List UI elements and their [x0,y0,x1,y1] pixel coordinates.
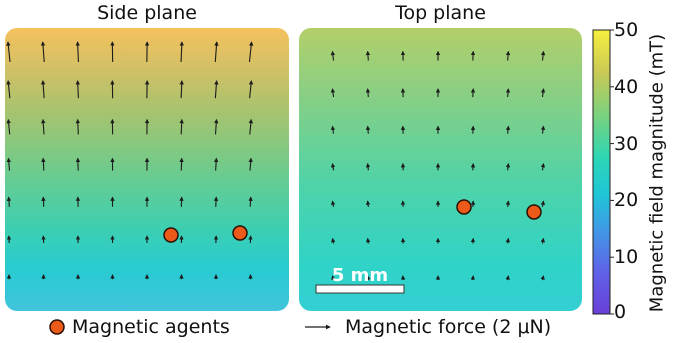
scale-bar-label: 5 mm [332,265,388,286]
scale-bar [315,284,405,294]
force-arrow [330,162,336,171]
force-arrow [214,118,219,135]
force-arrow [6,41,11,63]
force-arrow [366,275,371,281]
force-arrow [6,157,11,171]
top-plane-force-arrows [330,50,546,281]
force-arrow [248,41,254,63]
force-arrow [213,196,219,207]
top-plane-title: Top plane [395,2,486,24]
colorbar-tick-label: 20 [614,189,639,211]
colorbar-tick-label: 30 [614,133,639,155]
force-arrow [41,157,46,171]
force-arrow [248,157,253,171]
force-arrow [330,88,336,98]
colorbar [592,29,611,315]
force-arrow [365,88,371,98]
colorbar-tick-label: 10 [614,246,639,268]
colorbar-ticks [610,29,614,315]
force-arrow [331,275,336,281]
force-arrow [248,196,253,207]
force-arrow [6,118,11,135]
force-arrow [6,80,11,99]
legend-agents-label: Magnetic agents [72,316,230,338]
legend-agent-marker [49,319,65,335]
force-arrow [179,80,184,99]
force-arrow [365,125,371,134]
force-arrow [330,50,336,61]
legend-force-label: Magnetic force (2 μN) [345,316,552,338]
force-arrow [540,237,545,244]
force-arrow [179,118,184,135]
force-arrow [330,200,336,207]
colorbar-tick-label: 50 [614,19,639,41]
force-arrow [214,80,219,99]
force-arrow [505,125,511,134]
force-arrow [40,80,46,99]
force-arrow [213,157,219,171]
force-arrow [505,275,510,281]
force-arrow [331,237,336,244]
force-arrow [214,41,219,63]
force-arrow [330,125,336,134]
force-arrow [540,162,546,171]
force-arrow [365,162,371,171]
force-arrow [505,237,511,244]
force-arrow [40,41,46,63]
colorbar-label: Magnetic field magnitude (mT) [646,33,668,313]
force-arrow [365,50,371,61]
force-arrow [75,80,80,99]
colorbar-tick-label: 40 [614,76,639,98]
force-arrow [248,118,254,135]
force-arrow [365,200,371,207]
colorbar-tick-label: 0 [614,301,627,323]
force-arrow [75,41,80,63]
force-arrow [41,196,46,207]
force-arrow [6,196,12,207]
magnetic-agent [456,199,472,215]
magnetic-agent [163,227,179,243]
force-arrow [505,200,511,207]
force-arrow [505,50,511,61]
side-plane-title: Side plane [97,2,197,24]
force-arrow [248,80,254,99]
magnetic-agent [232,225,248,241]
force-arrow [75,118,81,135]
force-arrow [540,125,546,134]
force-arrow [41,118,46,135]
force-arrow [179,41,184,63]
force-arrow [540,50,546,61]
force-arrow [505,162,511,171]
side-plane-force-arrows [6,41,254,280]
force-arrow [540,88,546,98]
force-arrow [365,237,371,244]
magnetic-agent [526,204,542,220]
force-arrow [540,275,545,281]
force-arrow [540,200,546,207]
force-arrow [505,88,511,98]
